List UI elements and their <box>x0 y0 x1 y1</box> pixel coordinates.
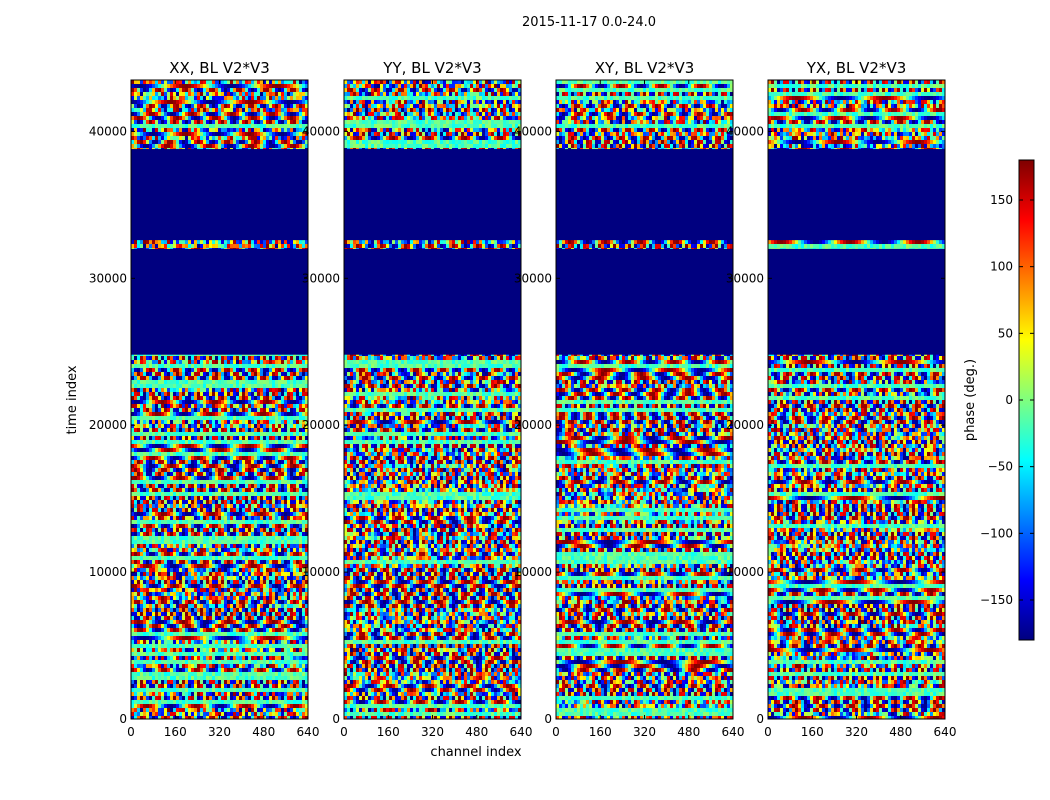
colorbar-tick-label: 100 <box>990 260 1013 274</box>
x-axis-label: channel index <box>430 745 521 760</box>
x-tick-label: 0 <box>127 725 135 739</box>
colorbar-tick-label: 0 <box>1005 393 1013 407</box>
colorbar-tick-label: −150 <box>980 593 1013 607</box>
x-tick-label: 160 <box>801 725 824 739</box>
x-tick-label: 480 <box>465 725 488 739</box>
flagged-band-1 <box>131 149 308 241</box>
colorbar-tick-label: −100 <box>980 526 1013 540</box>
figure-suptitle: 2015-11-17 0.0-24.0 <box>522 15 656 30</box>
x-tick-label: 0 <box>552 725 560 739</box>
y-tick-label: 30000 <box>726 271 764 285</box>
flagged-band-0 <box>556 248 733 355</box>
y-tick-label: 10000 <box>89 565 127 579</box>
heatmap-image <box>768 80 945 719</box>
x-tick-label: 0 <box>764 725 772 739</box>
x-tick-label: 0 <box>340 725 348 739</box>
y-tick-label: 0 <box>544 712 552 726</box>
colorbar: phase (deg.) 150 100 50 0 −50 −100 −150 <box>963 159 1035 641</box>
heatmap-image <box>344 80 521 719</box>
x-tick-label: 640 <box>934 725 957 739</box>
panel-title: YY, BL V2*V3 <box>382 59 481 77</box>
flagged-band-0 <box>131 248 308 355</box>
flagged-band-1 <box>768 149 945 241</box>
y-tick-label: 30000 <box>89 271 127 285</box>
y-tick-label: 40000 <box>514 124 552 138</box>
y-tick-label: 10000 <box>726 565 764 579</box>
x-tick-label: 320 <box>845 725 868 739</box>
panel-3: YX, BL V2*V3 0 160 320 480 640 0 10000 20000 3000… <box>726 59 957 739</box>
x-tick-label: 160 <box>164 725 187 739</box>
y-tick-label: 0 <box>756 712 764 726</box>
flagged-band-1 <box>556 149 733 241</box>
heatmap-image <box>556 80 733 719</box>
colorbar-tick-label: −50 <box>988 460 1013 474</box>
heatmap-panels: XX, BL V2*V3 0 160 320 480 640 0 10000 20000 3000… <box>89 59 957 739</box>
panel-2: XY, BL V2*V3 0 160 320 480 640 0 10000 20000 3000… <box>514 59 745 739</box>
panel-title: XY, BL V2*V3 <box>595 59 695 77</box>
colorbar-tick-label: 150 <box>990 193 1013 207</box>
flagged-band-0 <box>768 248 945 355</box>
flagged-band-0 <box>344 248 521 355</box>
y-tick-label: 0 <box>119 712 127 726</box>
x-tick-label: 160 <box>589 725 612 739</box>
panel-1: YY, BL V2*V3 0 160 320 480 640 0 10000 20000 3000… <box>302 59 533 739</box>
x-tick-label: 320 <box>421 725 444 739</box>
x-tick-label: 640 <box>722 725 745 739</box>
x-tick-label: 320 <box>633 725 656 739</box>
y-tick-label: 20000 <box>726 418 764 432</box>
colorbar-tick-label: 50 <box>998 326 1013 340</box>
x-tick-label: 640 <box>297 725 320 739</box>
flagged-band-1 <box>344 149 521 241</box>
x-tick-label: 480 <box>252 725 275 739</box>
colorbar-label: phase (deg.) <box>963 359 978 441</box>
x-tick-label: 320 <box>208 725 231 739</box>
y-tick-label: 10000 <box>302 565 340 579</box>
y-tick-label: 40000 <box>89 124 127 138</box>
panel-0: XX, BL V2*V3 0 160 320 480 640 0 10000 20000 3000… <box>89 59 320 739</box>
y-tick-label: 20000 <box>302 418 340 432</box>
y-tick-label: 10000 <box>514 565 552 579</box>
y-tick-label: 40000 <box>726 124 764 138</box>
y-tick-label: 20000 <box>89 418 127 432</box>
x-tick-label: 640 <box>510 725 533 739</box>
panel-title: XX, BL V2*V3 <box>169 59 270 77</box>
x-tick-label: 160 <box>377 725 400 739</box>
y-tick-label: 30000 <box>302 271 340 285</box>
panel-title: YX, BL V2*V3 <box>806 59 907 77</box>
y-axis-label: time index <box>65 365 80 434</box>
x-tick-label: 480 <box>677 725 700 739</box>
y-tick-label: 30000 <box>514 271 552 285</box>
x-tick-label: 480 <box>889 725 912 739</box>
y-tick-label: 0 <box>332 712 340 726</box>
y-tick-label: 20000 <box>514 418 552 432</box>
y-tick-label: 40000 <box>302 124 340 138</box>
heatmap-image <box>131 80 308 719</box>
